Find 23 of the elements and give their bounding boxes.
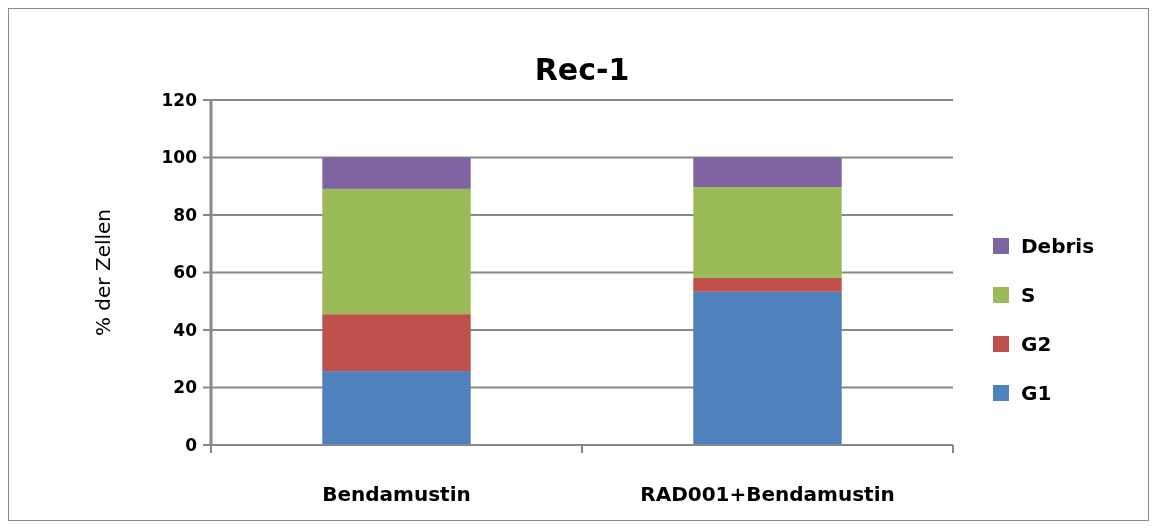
bar (322, 188, 471, 315)
legend-label: Debris (1021, 234, 1095, 258)
x-tick-label: RAD001+Bendamustin (640, 482, 895, 506)
bar (322, 157, 471, 189)
y-tick-label: 80 (173, 204, 198, 225)
y-axis-title: % der Zellen (91, 208, 115, 337)
bar (693, 291, 842, 445)
y-tick-label: 60 (173, 262, 198, 283)
legend-label: G1 (1021, 381, 1052, 405)
bar (693, 277, 842, 292)
legend-label: G2 (1021, 332, 1052, 356)
x-tick-label: Bendamustin (322, 482, 471, 506)
y-tick-label: 40 (173, 319, 198, 340)
y-tick-label: 100 (161, 147, 198, 168)
chart-title: Rec-1 (534, 52, 630, 87)
legend-label: S (1021, 283, 1036, 307)
bar (693, 157, 842, 188)
y-tick-label: 0 (185, 434, 198, 455)
y-tick-label: 20 (173, 377, 198, 398)
bar (322, 314, 471, 372)
y-tick-label: 120 (161, 89, 198, 110)
bar (693, 187, 842, 278)
bar (322, 371, 471, 445)
